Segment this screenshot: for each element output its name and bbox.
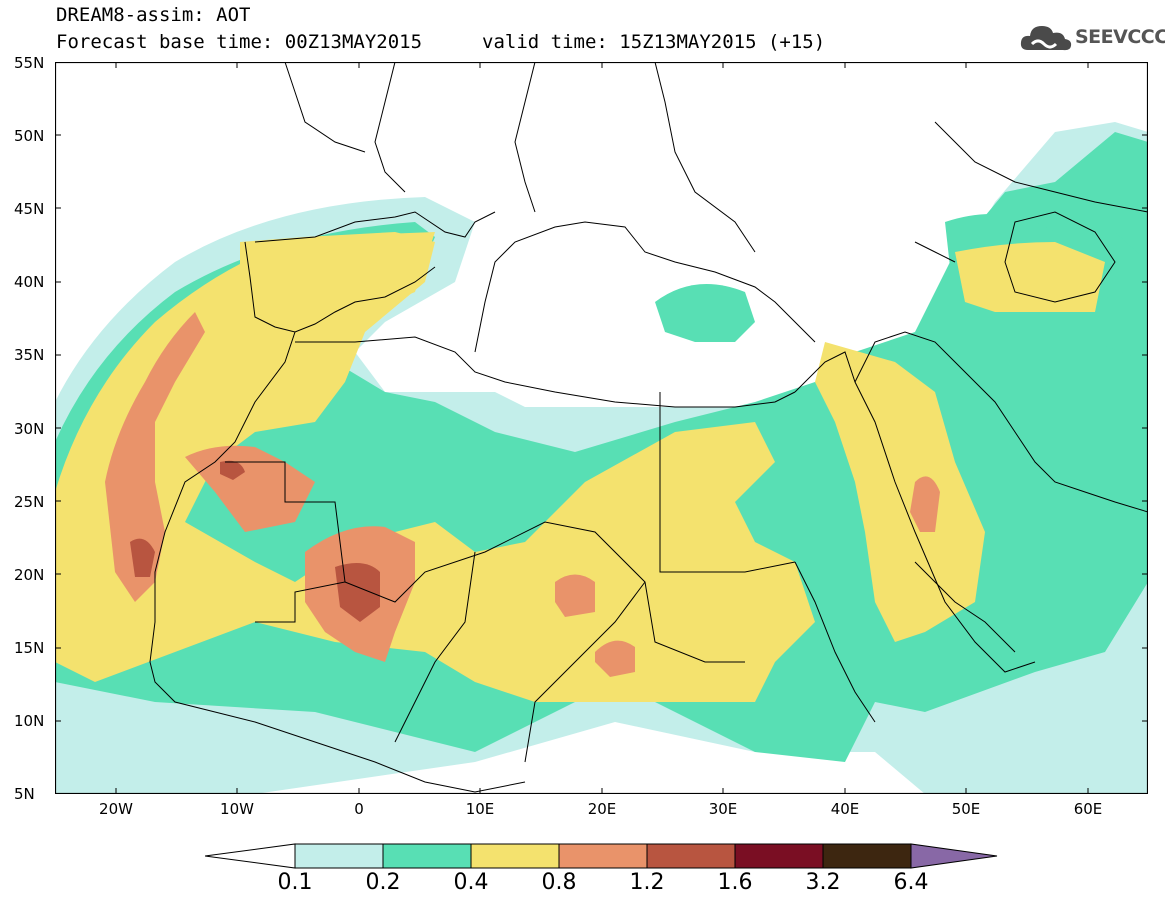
- legend-swatch-1.6: [734, 843, 824, 869]
- lat-label: 10N: [14, 712, 45, 730]
- valid-time: valid time: 15Z13MAY2015 (+15): [482, 31, 826, 53]
- aot-band-1.2: [130, 460, 380, 622]
- lat-label: 15N: [14, 639, 45, 657]
- logo-text: SEEVCCC: [1075, 26, 1165, 48]
- legend-label: 6.4: [893, 870, 929, 895]
- lat-label: 30N: [14, 420, 45, 438]
- legend-label: 0.2: [365, 870, 401, 895]
- lon-label: 0: [354, 800, 364, 818]
- legend-swatch-0.8: [558, 843, 648, 869]
- legend-label: 1.6: [717, 870, 753, 895]
- legend-swatch-0.4: [470, 843, 560, 869]
- lon-label: 10E: [465, 800, 495, 818]
- aot-band-0.4: [55, 232, 1105, 702]
- lon-label: 20E: [587, 800, 617, 818]
- lat-label: 50N: [14, 127, 45, 145]
- legend-label: 3.2: [805, 870, 841, 895]
- lat-label: 20N: [14, 566, 45, 584]
- legend-swatch-0.2: [382, 843, 472, 869]
- map-border: [55, 62, 1148, 794]
- legend-swatch-1.2: [646, 843, 736, 869]
- legend-label: 0.8: [541, 870, 577, 895]
- lat-label: 40N: [14, 273, 45, 291]
- aot-map: [55, 62, 1148, 794]
- legend-swatch-3.2: [822, 843, 912, 869]
- map-title: DREAM8-assim: AOT: [56, 4, 251, 26]
- lat-label: 45N: [14, 200, 45, 218]
- legend-above-triangle: [910, 843, 998, 869]
- coastlines: [149, 62, 1148, 793]
- lon-label: 50E: [951, 800, 981, 818]
- legend-swatch-0.1: [294, 843, 384, 869]
- legend-below-triangle: [205, 843, 296, 869]
- lon-label: 30E: [708, 800, 738, 818]
- lon-label: 60E: [1073, 800, 1103, 818]
- lon-label: 40E: [830, 800, 860, 818]
- color-legend: [205, 843, 998, 869]
- lon-label: 10W: [220, 800, 254, 818]
- lat-label: 5N: [14, 785, 35, 803]
- lat-label: 55N: [14, 54, 45, 72]
- aot-band-0.8: [105, 312, 940, 677]
- legend-label: 0.1: [277, 870, 313, 895]
- seevccc-logo: SEEVCCC: [1018, 20, 1165, 60]
- lat-label: 25N: [14, 493, 45, 511]
- cloud-icon: [1020, 26, 1072, 51]
- legend-label: 1.2: [629, 870, 665, 895]
- legend-label: 0.4: [453, 870, 489, 895]
- forecast-base-time: Forecast base time: 00Z13MAY2015: [56, 31, 423, 53]
- lon-label: 20W: [99, 800, 133, 818]
- lat-label: 35N: [14, 346, 45, 364]
